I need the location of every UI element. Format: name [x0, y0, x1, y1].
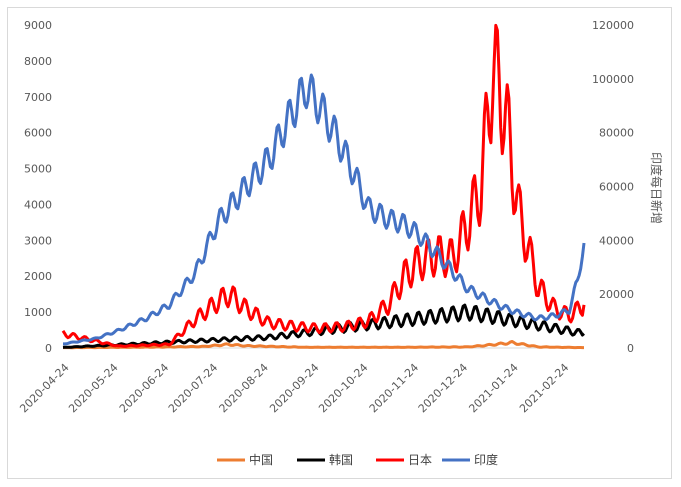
right-y-tick-label: 80000 [599, 127, 634, 140]
chart-frame [7, 7, 672, 479]
right-y-tick-label: 40000 [599, 234, 634, 247]
right-y-tick-label: 100000 [592, 73, 634, 86]
legend-label: 中国 [249, 452, 273, 467]
x-tick-label: 2020-05-24 [66, 361, 120, 415]
x-tick-label: 2020-10-24 [316, 361, 370, 415]
series-line-3 [61, 23, 586, 348]
right-y-tick-label: 0 [627, 342, 634, 355]
x-tick-label: 2020-08-24 [217, 361, 271, 415]
legend-label: 韩国 [329, 452, 353, 467]
left-y-tick-label: 2000 [24, 270, 52, 283]
x-axis: 2020-04-242020-05-242020-06-242020-07-24… [17, 347, 584, 415]
series-line-4 [63, 73, 586, 346]
x-tick-label: 2020-04-24 [17, 361, 71, 415]
x-tick-label: 2020-09-24 [267, 361, 321, 415]
right-y-tick-label: 120000 [592, 19, 634, 32]
left-y-tick-label: 4000 [24, 198, 52, 211]
series-line-1 [63, 340, 584, 350]
legend-label: 印度 [474, 452, 498, 467]
left-y-tick-label: 7000 [24, 91, 52, 104]
series-layer [61, 23, 586, 350]
left-y-axis: 0 1000 2000 3000 4000 5000 6000 7000 8000 9000 [24, 19, 52, 355]
x-tick-label: 2021-01-24 [466, 361, 520, 415]
left-y-tick-label: 1000 [24, 306, 52, 319]
x-tick-label: 2020-06-24 [117, 361, 171, 415]
right-y-axis: 0 20000 40000 60000 80000 100000 120000 [592, 19, 634, 355]
left-y-tick-label: 8000 [24, 55, 52, 68]
left-y-tick-label: 3000 [24, 234, 52, 247]
right-axis-title: 印度每日新增 [649, 152, 664, 224]
left-y-tick-label: 9000 [24, 19, 52, 32]
x-tick-label: 2020-07-24 [166, 361, 220, 415]
legend-label: 日本 [408, 453, 432, 467]
right-y-tick-label: 60000 [599, 181, 634, 194]
right-y-tick-label: 20000 [599, 288, 634, 301]
x-tick-label: 2020-11-24 [367, 361, 421, 415]
chart-legend: 中国 韩国 日本 印度 [217, 452, 498, 467]
left-y-tick-label: 5000 [24, 163, 52, 176]
left-y-tick-label: 0 [45, 342, 52, 355]
x-tick-label: 2020-12-24 [416, 361, 470, 415]
x-tick-label: 2021-02-24 [517, 361, 571, 415]
left-y-tick-label: 6000 [24, 127, 52, 140]
